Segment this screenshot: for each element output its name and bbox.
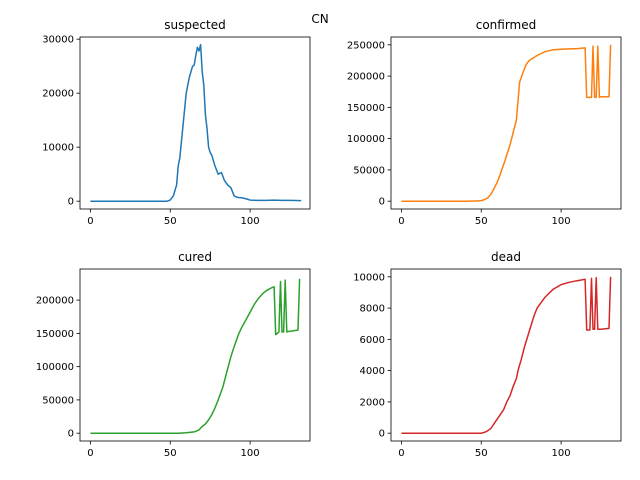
x-tick-label: 50 xyxy=(475,448,488,459)
x-tick-label: 0 xyxy=(398,448,404,459)
subplot-confirmed: 0 50 100 0 50000 100000 150000 200000 250000 conf… xyxy=(347,18,622,227)
subplot-title: dead xyxy=(491,250,521,264)
y-tick-label: 0 xyxy=(68,197,74,208)
x-tick-label: 100 xyxy=(552,448,571,459)
subplot-cured: 0 50 100 0 50000 100000 150000 200000 cured xyxy=(36,250,311,459)
y-tick-label: 100000 xyxy=(347,134,385,145)
y-tick-label: 50000 xyxy=(42,395,74,406)
subplot-dead: 0 50 100 0 2000 4000 6000 8000 10000 dead xyxy=(353,250,622,459)
axes-frame xyxy=(390,36,622,210)
subplot-suspected: 0 50 100 0 10000 20000 30000 suspected xyxy=(42,18,311,227)
x-tick-label: 0 xyxy=(87,448,93,459)
y-tick-label: 20000 xyxy=(42,89,74,100)
y-tick-label: 150000 xyxy=(347,103,385,114)
x-tick-label: 100 xyxy=(552,216,571,227)
axes-frame xyxy=(390,268,622,442)
x-tick-label: 50 xyxy=(164,448,177,459)
y-tick-label: 30000 xyxy=(42,35,74,46)
axes-frame xyxy=(79,268,311,442)
series-line-confirmed xyxy=(401,44,612,202)
subplot-title: confirmed xyxy=(476,18,537,32)
y-tick-label: 0 xyxy=(379,429,385,440)
y-tick-label: 200000 xyxy=(347,72,385,83)
x-tick-label: 50 xyxy=(164,216,177,227)
x-tick-label: 100 xyxy=(241,448,260,459)
y-tick-label: 2000 xyxy=(360,397,385,408)
axes-frame xyxy=(79,36,311,210)
x-tick-label: 0 xyxy=(87,216,93,227)
series-line-cured xyxy=(90,278,301,434)
x-tick-label: 50 xyxy=(475,216,488,227)
series-line-dead xyxy=(401,276,612,434)
y-tick-label: 8000 xyxy=(360,304,385,315)
subplot-title: suspected xyxy=(164,18,225,32)
y-tick-label: 4000 xyxy=(360,366,385,377)
y-tick-label: 0 xyxy=(68,429,74,440)
y-tick-label: 100000 xyxy=(36,362,74,373)
y-tick-label: 10000 xyxy=(353,272,385,283)
y-tick-label: 250000 xyxy=(347,40,385,51)
figure-title: CN xyxy=(311,12,328,26)
y-tick-label: 6000 xyxy=(360,335,385,346)
y-tick-label: 10000 xyxy=(42,143,74,154)
series-line-suspected xyxy=(90,43,302,202)
y-tick-label: 150000 xyxy=(36,329,74,340)
subplot-title: cured xyxy=(178,250,212,264)
x-tick-label: 100 xyxy=(241,216,260,227)
y-tick-label: 50000 xyxy=(353,165,385,176)
x-tick-label: 0 xyxy=(398,216,404,227)
y-tick-label: 0 xyxy=(379,197,385,208)
y-tick-label: 200000 xyxy=(36,296,74,307)
